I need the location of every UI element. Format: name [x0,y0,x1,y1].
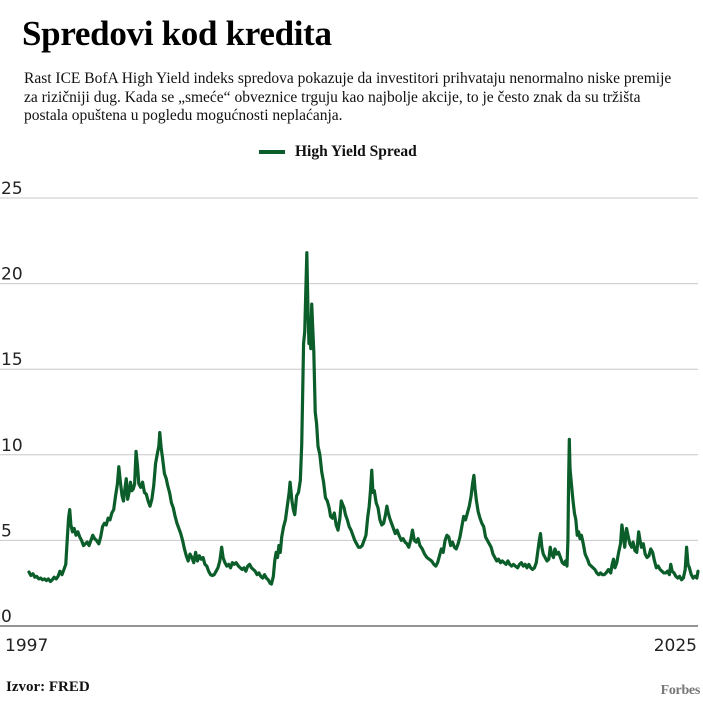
source-note: Izvor: FRED [6,679,90,695]
y-tick-label: 20 [1,265,23,285]
y-tick-labels: 0 5 10 15 20 25 [1,179,23,627]
y-tick-label: 10 [1,436,23,456]
x-tick-label-end: 2025 [654,636,697,656]
legend-label: High Yield Spread [295,143,417,160]
legend-swatch [259,150,285,154]
series-layer [27,251,700,586]
legend: High Yield Spread [259,143,417,161]
chart-subtitle: Rast ICE BofA High Yield indeks spredova… [24,70,672,124]
x-tick-label-start: 1997 [5,636,48,656]
y-tick-label: 0 [1,607,12,627]
series-line-high-yield-spread [27,251,700,586]
y-tick-label: 15 [1,350,23,370]
chart-title: Spredovi kod kredita [22,14,332,53]
y-tick-label: 5 [1,521,12,541]
gridlines [0,197,698,627]
x-tick-labels: 1997 2025 [5,636,697,656]
forbes-logo: Forbes [660,683,701,698]
y-tick-label: 25 [1,179,23,199]
